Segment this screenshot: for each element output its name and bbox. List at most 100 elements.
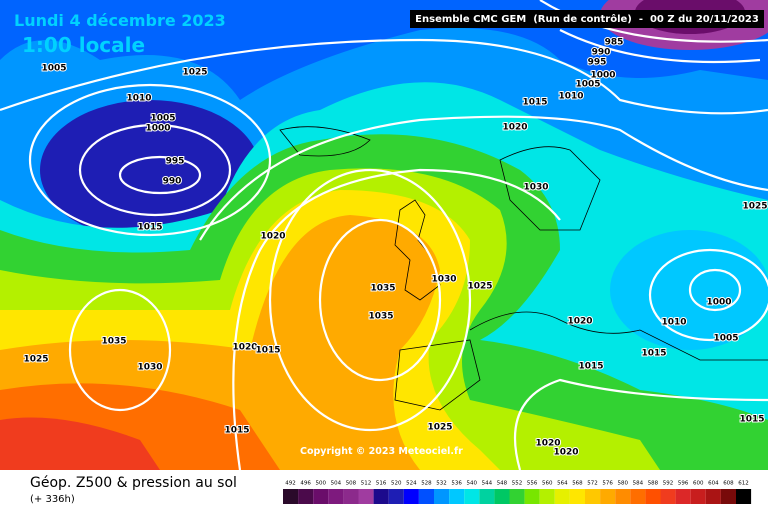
isobar-label: 1025 xyxy=(23,355,48,365)
isobar xyxy=(0,38,768,115)
colorbar-swatch xyxy=(388,489,404,504)
colorbar-label: 572 xyxy=(587,481,598,487)
isobar xyxy=(118,155,202,195)
isobar-labels: 985 990 995 1000 1005 1010 1015 1020 103… xyxy=(22,37,768,459)
isobar-label: 1025 xyxy=(467,282,492,292)
isobar-label: 1005 xyxy=(575,80,600,90)
isobar-label: 995 xyxy=(588,58,607,68)
colorbar-swatch xyxy=(600,489,616,504)
colorbar-label: 552 xyxy=(512,481,523,487)
isobar-label: 1020 xyxy=(260,232,285,242)
colorbar-label: 568 xyxy=(572,481,583,487)
isobar xyxy=(688,268,742,312)
colorbar-label: 588 xyxy=(648,481,659,487)
colorbar-label: 592 xyxy=(663,481,674,487)
colorbar-label: 564 xyxy=(557,481,568,487)
isobar-label: 985 xyxy=(605,38,624,48)
colorbar-label: 536 xyxy=(451,481,462,487)
isobar-label: 1015 xyxy=(578,362,603,372)
colorbar: 492 496 500 504 508 512 516 520 524 528 532 536 540 5… xyxy=(283,481,752,504)
colorbar-label: 504 xyxy=(331,481,342,487)
colorbar-label: 540 xyxy=(467,481,478,487)
isobar-label: 1000 xyxy=(145,124,170,134)
colorbar-label: 528 xyxy=(421,481,432,487)
colorbar-swatch xyxy=(645,489,661,504)
colorbar-swatch xyxy=(554,489,570,504)
colorbar-swatch xyxy=(358,489,374,504)
colorbar-swatch xyxy=(373,489,389,504)
model-banner xyxy=(410,10,764,28)
time-title: 1:00 locale xyxy=(22,33,145,57)
colorbar-swatch xyxy=(313,489,329,504)
colorbar-swatch xyxy=(449,489,465,504)
date-title: Lundi 4 décembre 2023 xyxy=(14,11,226,30)
isobar-label: 1020 xyxy=(535,439,560,449)
field-red xyxy=(0,417,160,470)
isobar-label: 1035 xyxy=(370,284,395,294)
colorbar-label: 580 xyxy=(618,481,629,487)
isobar xyxy=(559,29,761,64)
colorbar-swatch xyxy=(434,489,450,504)
isobar-label: 1010 xyxy=(126,94,151,104)
caption-title: Géop. Z500 & pression au sol xyxy=(30,475,237,491)
colorbar-label: 556 xyxy=(527,481,538,487)
isobar-label: 1015 xyxy=(224,426,249,436)
isobar xyxy=(68,288,172,412)
isobar xyxy=(648,248,768,342)
colorbar-swatch xyxy=(660,489,676,504)
colorbar-label: 496 xyxy=(300,481,311,487)
colorbar-swatch xyxy=(569,489,585,504)
isobar xyxy=(268,168,472,432)
colorbar-label: 560 xyxy=(542,481,553,487)
isobar-label: 1025 xyxy=(427,423,452,433)
isobar-label: 1000 xyxy=(590,71,615,81)
isobar-label: 1010 xyxy=(661,318,686,328)
isobar-label: 1005 xyxy=(150,114,175,124)
colorbar-swatch xyxy=(720,489,736,504)
isobar-label: 995 xyxy=(166,157,185,167)
colorbar-label: 584 xyxy=(633,481,644,487)
colorbar-label: 512 xyxy=(361,481,372,487)
colorbar-swatch xyxy=(509,489,525,504)
isobar xyxy=(78,123,232,217)
isobar-label: 1035 xyxy=(368,312,393,322)
colorbar-swatch xyxy=(736,489,752,504)
colorbar-label: 524 xyxy=(406,481,417,487)
coastline-iberia xyxy=(394,339,481,411)
colorbar-swatch xyxy=(615,489,631,504)
colorbar-swatch xyxy=(464,489,480,504)
isobar-label: 1025 xyxy=(742,202,767,212)
isobar-label: 1005 xyxy=(41,64,66,74)
colorbar-label: 548 xyxy=(497,481,508,487)
isobar-label: 1030 xyxy=(523,183,548,193)
colorbar-label: 508 xyxy=(346,481,357,487)
isobar-label: 1025 xyxy=(182,68,207,78)
colorbar-label: 612 xyxy=(738,481,749,487)
isobar-label: 1020 xyxy=(567,317,592,327)
colorbar-swatch xyxy=(298,489,314,504)
colorbar-label: 532 xyxy=(436,481,447,487)
colorbar-swatch xyxy=(283,489,299,504)
isobar-label: 990 xyxy=(163,177,182,187)
colorbar-swatch xyxy=(328,489,344,504)
colorbar-swatch xyxy=(675,489,691,504)
colorbar-swatch xyxy=(479,489,495,504)
colorbar-swatch xyxy=(343,489,359,504)
coastline-europe xyxy=(469,311,768,361)
isobar-label: 1030 xyxy=(137,363,162,373)
isobar xyxy=(199,115,768,241)
isobar-label: 1015 xyxy=(522,98,547,108)
isobar-label: 1000 xyxy=(706,298,731,308)
isobar xyxy=(318,218,442,382)
colorbar-label: 576 xyxy=(602,481,613,487)
isobar-label: 1005 xyxy=(713,334,738,344)
coastline-scandinavia xyxy=(499,146,601,231)
colorbar-label: 608 xyxy=(723,481,734,487)
isobar-label: 1020 xyxy=(502,123,527,133)
isobar-label: 990 xyxy=(592,48,611,58)
colorbar-label: 492 xyxy=(285,481,296,487)
colorbar-swatch xyxy=(690,489,706,504)
isobar-label: 1015 xyxy=(641,349,666,359)
